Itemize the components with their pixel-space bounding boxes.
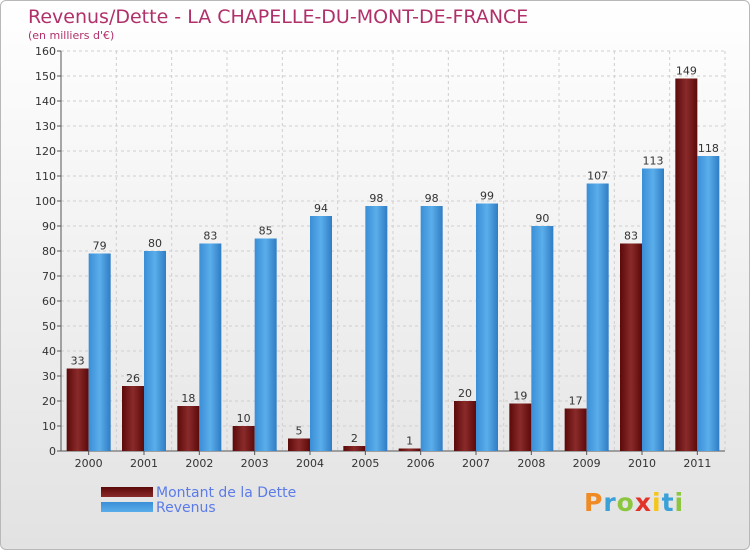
y-tick-label: 70 [42,270,56,283]
x-tick-label: 2010 [628,457,656,470]
x-tick-label: 2003 [241,457,269,470]
y-tick-label: 0 [49,445,56,458]
x-tick-label: 2011 [683,457,711,470]
logo-letter: t [661,488,675,517]
data-label: 83 [624,230,638,243]
legend-label-revenus: Revenus [156,500,216,516]
legend-swatch-revenus [101,502,153,512]
legend-swatch-debt [101,487,153,497]
bar-dette [675,78,698,451]
bar-dette [620,243,642,451]
chart-subtitle: (en milliers d'€) [28,29,115,42]
y-tick-label: 80 [42,245,56,258]
data-label: 90 [535,212,549,225]
data-label: 26 [126,372,140,385]
y-tick-label: 40 [42,345,56,358]
logo-letter: r [603,488,617,517]
bar-revenus [310,216,332,451]
bar-revenus [144,251,166,451]
bar-dette [288,438,310,451]
data-label: 2 [351,432,358,445]
data-labels: 33 79 26 80 18 83 10 85 5 94 2 98 1 98 20 99 19 90 17 107 83… [71,65,719,448]
bar-revenus [697,156,720,451]
data-label: 149 [676,65,697,78]
data-label: 98 [369,192,383,205]
data-label: 107 [587,170,608,183]
data-label: 17 [569,395,583,408]
x-tick-label: 2005 [351,457,379,470]
axes: 0102030405060708090100110120130140150160… [35,45,725,470]
bar-dette [509,403,532,451]
bar-revenus [531,226,554,451]
logo-letter: P [584,488,604,517]
bar-dette [564,408,587,451]
logo-letter: o [616,488,635,517]
bar-revenus [476,203,498,451]
y-tick-label: 10 [42,420,56,433]
data-label: 85 [259,225,273,238]
y-tick-label: 60 [42,295,56,308]
data-label: 1 [406,435,413,448]
x-tick-label: 2000 [75,457,103,470]
bar-revenus [254,238,277,451]
x-tick-label: 2008 [517,457,545,470]
data-label: 118 [698,142,719,155]
y-tick-label: 120 [35,145,56,158]
y-tick-label: 30 [42,370,56,383]
data-label: 113 [643,155,664,168]
bar-revenus [199,243,222,451]
chart-title: Revenus/Dette - LA CHAPELLE-DU-MONT-DE-F… [28,6,529,28]
data-label: 94 [314,202,328,215]
y-tick-label: 150 [35,70,56,83]
data-label: 98 [425,192,439,205]
bar-dette [343,446,366,451]
data-label: 19 [513,390,527,403]
bar-revenus [642,168,664,451]
y-tick-label: 50 [42,320,56,333]
y-tick-label: 20 [42,395,56,408]
legend-label-debt: Montant de la Dette [156,485,297,501]
bar-dette [122,386,144,451]
bar-dette [177,406,200,451]
data-label: 79 [93,240,107,253]
bar-revenus [88,253,111,451]
bar-dette [398,448,421,451]
bars [66,78,720,451]
data-label: 33 [71,355,85,368]
bar-revenus [365,206,388,451]
bar-dette [232,426,255,451]
proxiti-logo: Proxiti [584,488,684,517]
x-tick-label: 2006 [407,457,435,470]
bar-dette [66,368,89,451]
bar-dette [454,401,476,451]
bar-revenus [420,206,443,451]
x-tick-label: 2002 [185,457,213,470]
y-tick-label: 130 [35,120,56,133]
data-label: 83 [203,230,217,243]
y-tick-label: 160 [35,45,56,58]
bar-revenus [586,183,609,451]
x-tick-label: 2004 [296,457,324,470]
data-label: 5 [296,425,303,438]
logo-letter: x [634,488,652,517]
data-label: 80 [148,237,162,250]
data-label: 99 [480,190,494,203]
x-tick-label: 2009 [573,457,601,470]
x-tick-label: 2001 [130,457,158,470]
logo-letter: i [652,488,662,517]
data-label: 20 [458,387,472,400]
y-tick-label: 110 [35,170,56,183]
x-tick-label: 2007 [462,457,490,470]
y-tick-label: 100 [35,195,56,208]
data-label: 18 [181,392,195,405]
y-tick-label: 140 [35,95,56,108]
data-label: 10 [237,412,251,425]
y-tick-label: 90 [42,220,56,233]
logo-letter: i [674,488,685,517]
